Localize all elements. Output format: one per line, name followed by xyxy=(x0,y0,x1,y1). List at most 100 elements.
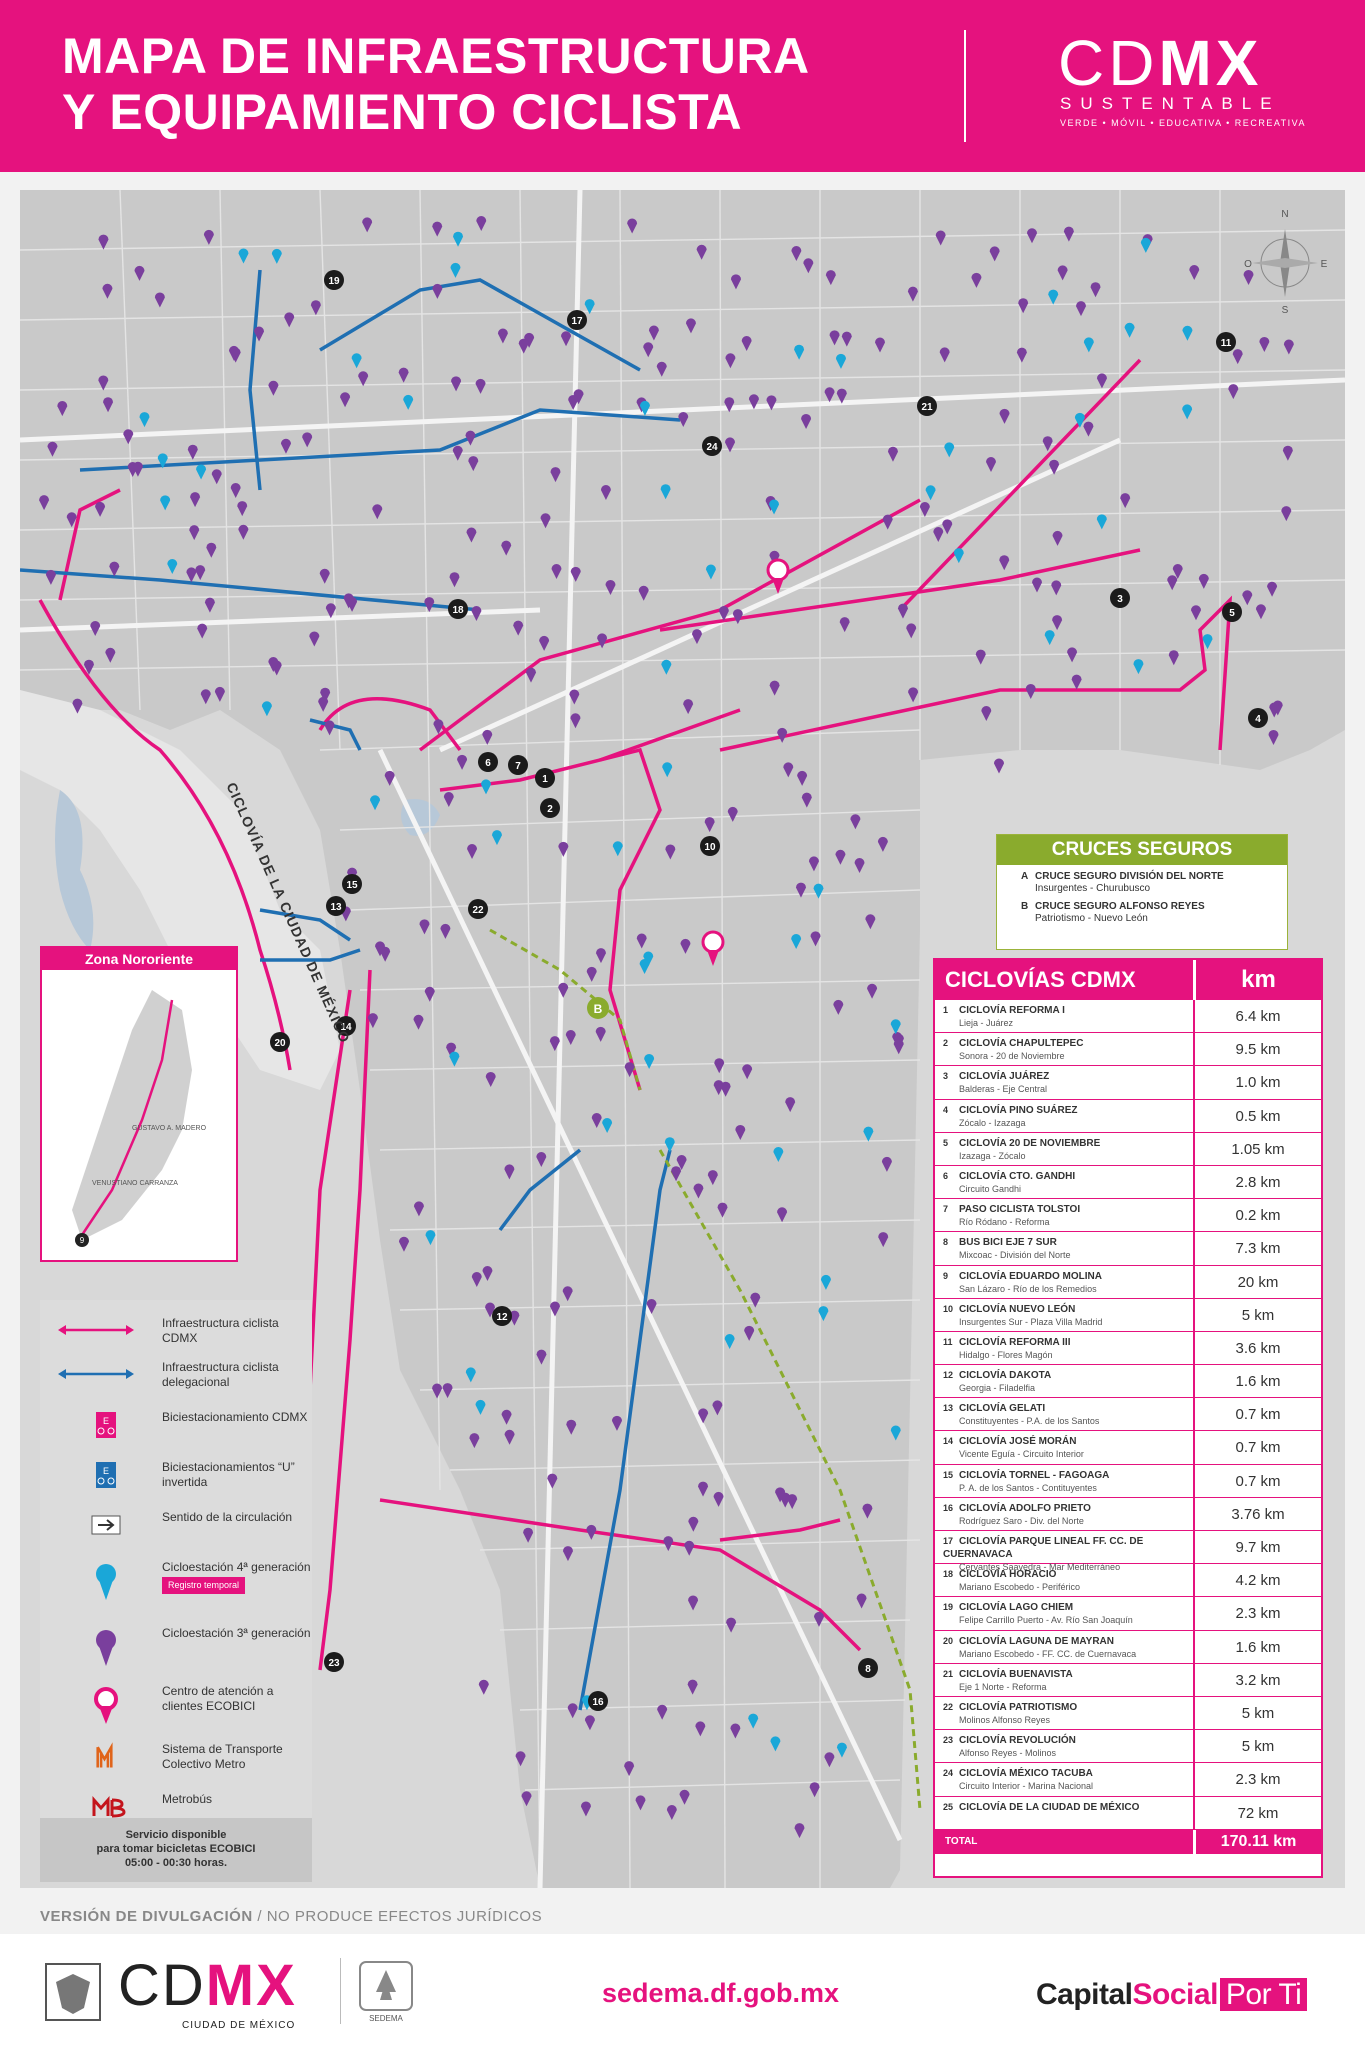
station-3g-pin[interactable] xyxy=(881,1156,892,1172)
station-3g-pin[interactable] xyxy=(318,696,329,712)
station-3g-pin[interactable] xyxy=(413,1014,424,1030)
station-3g-pin[interactable] xyxy=(562,1286,573,1302)
station-4g-pin[interactable] xyxy=(1182,325,1193,341)
station-3g-pin[interactable] xyxy=(567,1703,578,1719)
station-3g-pin[interactable] xyxy=(66,512,77,528)
station-3g-pin[interactable] xyxy=(586,1524,597,1540)
station-3g-pin[interactable] xyxy=(718,606,729,622)
station-3g-pin[interactable] xyxy=(549,1036,560,1052)
station-3g-pin[interactable] xyxy=(367,1013,378,1029)
station-4g-pin[interactable] xyxy=(612,841,623,857)
station-3g-pin[interactable] xyxy=(154,292,165,308)
station-3g-pin[interactable] xyxy=(523,1527,534,1543)
station-3g-pin[interactable] xyxy=(698,1481,709,1497)
route-marker[interactable]: 16 xyxy=(588,1691,608,1711)
station-4g-pin[interactable] xyxy=(770,1736,781,1752)
station-3g-pin[interactable] xyxy=(897,603,908,619)
station-3g-pin[interactable] xyxy=(824,387,835,403)
station-3g-pin[interactable] xyxy=(189,525,200,541)
route-marker[interactable]: 21 xyxy=(917,396,937,416)
station-3g-pin[interactable] xyxy=(521,1791,532,1807)
station-3g-pin[interactable] xyxy=(803,258,814,274)
station-3g-pin[interactable] xyxy=(347,596,358,612)
station-3g-pin[interactable] xyxy=(742,1064,753,1080)
station-4g-pin[interactable] xyxy=(196,464,207,480)
station-3g-pin[interactable] xyxy=(497,328,508,344)
station-3g-pin[interactable] xyxy=(1269,702,1280,718)
station-3g-pin[interactable] xyxy=(325,603,336,619)
station-3g-pin[interactable] xyxy=(638,585,649,601)
crossing-b-marker[interactable]: B xyxy=(587,997,609,1019)
station-3g-pin[interactable] xyxy=(1267,581,1278,597)
ecobici-center-2[interactable] xyxy=(701,930,725,966)
station-4g-pin[interactable] xyxy=(450,262,461,278)
station-3g-pin[interactable] xyxy=(98,234,109,250)
station-3g-pin[interactable] xyxy=(536,1152,547,1168)
station-3g-pin[interactable] xyxy=(551,564,562,580)
station-3g-pin[interactable] xyxy=(595,948,606,964)
station-4g-pin[interactable] xyxy=(639,400,650,416)
station-4g-pin[interactable] xyxy=(1074,412,1085,428)
station-3g-pin[interactable] xyxy=(398,1236,409,1252)
station-3g-pin[interactable] xyxy=(1167,575,1178,591)
station-3g-pin[interactable] xyxy=(83,659,94,675)
station-3g-pin[interactable] xyxy=(424,597,435,613)
station-3g-pin[interactable] xyxy=(713,1080,724,1096)
station-3g-pin[interactable] xyxy=(656,361,667,377)
station-3g-pin[interactable] xyxy=(1232,349,1243,365)
station-3g-pin[interactable] xyxy=(611,1415,622,1431)
station-3g-pin[interactable] xyxy=(777,1207,788,1223)
station-3g-pin[interactable] xyxy=(123,429,134,445)
station-3g-pin[interactable] xyxy=(284,312,295,328)
station-4g-pin[interactable] xyxy=(602,1118,613,1134)
station-3g-pin[interactable] xyxy=(713,1491,724,1507)
station-3g-pin[interactable] xyxy=(878,1232,889,1248)
station-3g-pin[interactable] xyxy=(200,689,211,705)
station-3g-pin[interactable] xyxy=(646,1299,657,1315)
station-4g-pin[interactable] xyxy=(953,548,964,564)
station-3g-pin[interactable] xyxy=(808,856,819,872)
station-3g-pin[interactable] xyxy=(476,216,487,232)
route-marker[interactable]: 23 xyxy=(324,1652,344,1672)
station-3g-pin[interactable] xyxy=(836,388,847,404)
station-3g-pin[interactable] xyxy=(103,397,114,413)
station-3g-pin[interactable] xyxy=(1016,347,1027,363)
route-marker[interactable]: 1 xyxy=(535,768,555,788)
route-marker[interactable]: 11 xyxy=(1216,332,1236,352)
station-3g-pin[interactable] xyxy=(795,882,806,898)
station-4g-pin[interactable] xyxy=(453,231,464,247)
station-3g-pin[interactable] xyxy=(801,792,812,808)
station-3g-pin[interactable] xyxy=(465,430,476,446)
station-3g-pin[interactable] xyxy=(319,568,330,584)
station-3g-pin[interactable] xyxy=(862,1503,873,1519)
station-3g-pin[interactable] xyxy=(1025,683,1036,699)
station-4g-pin[interactable] xyxy=(475,1399,486,1415)
station-3g-pin[interactable] xyxy=(132,461,143,477)
station-3g-pin[interactable] xyxy=(413,1201,424,1217)
station-3g-pin[interactable] xyxy=(471,605,482,621)
station-3g-pin[interactable] xyxy=(678,412,689,428)
station-4g-pin[interactable] xyxy=(890,1019,901,1035)
station-3g-pin[interactable] xyxy=(810,931,821,947)
station-3g-pin[interactable] xyxy=(1026,228,1037,244)
route-marker[interactable]: 15 xyxy=(342,874,362,894)
station-3g-pin[interactable] xyxy=(797,770,808,786)
station-3g-pin[interactable] xyxy=(204,597,215,613)
station-4g-pin[interactable] xyxy=(724,1334,735,1350)
station-4g-pin[interactable] xyxy=(1182,404,1193,420)
station-3g-pin[interactable] xyxy=(558,841,569,857)
station-3g-pin[interactable] xyxy=(636,933,647,949)
station-3g-pin[interactable] xyxy=(730,274,741,290)
station-3g-pin[interactable] xyxy=(485,1302,496,1318)
station-3g-pin[interactable] xyxy=(268,657,279,673)
station-3g-pin[interactable] xyxy=(238,524,249,540)
station-3g-pin[interactable] xyxy=(1052,615,1063,631)
station-3g-pin[interactable] xyxy=(467,844,478,860)
station-3g-pin[interactable] xyxy=(908,687,919,703)
station-3g-pin[interactable] xyxy=(687,1679,698,1695)
station-3g-pin[interactable] xyxy=(570,713,581,729)
station-4g-pin[interactable] xyxy=(639,959,650,975)
station-3g-pin[interactable] xyxy=(375,941,386,957)
station-4g-pin[interactable] xyxy=(813,883,824,899)
station-3g-pin[interactable] xyxy=(1071,674,1082,690)
